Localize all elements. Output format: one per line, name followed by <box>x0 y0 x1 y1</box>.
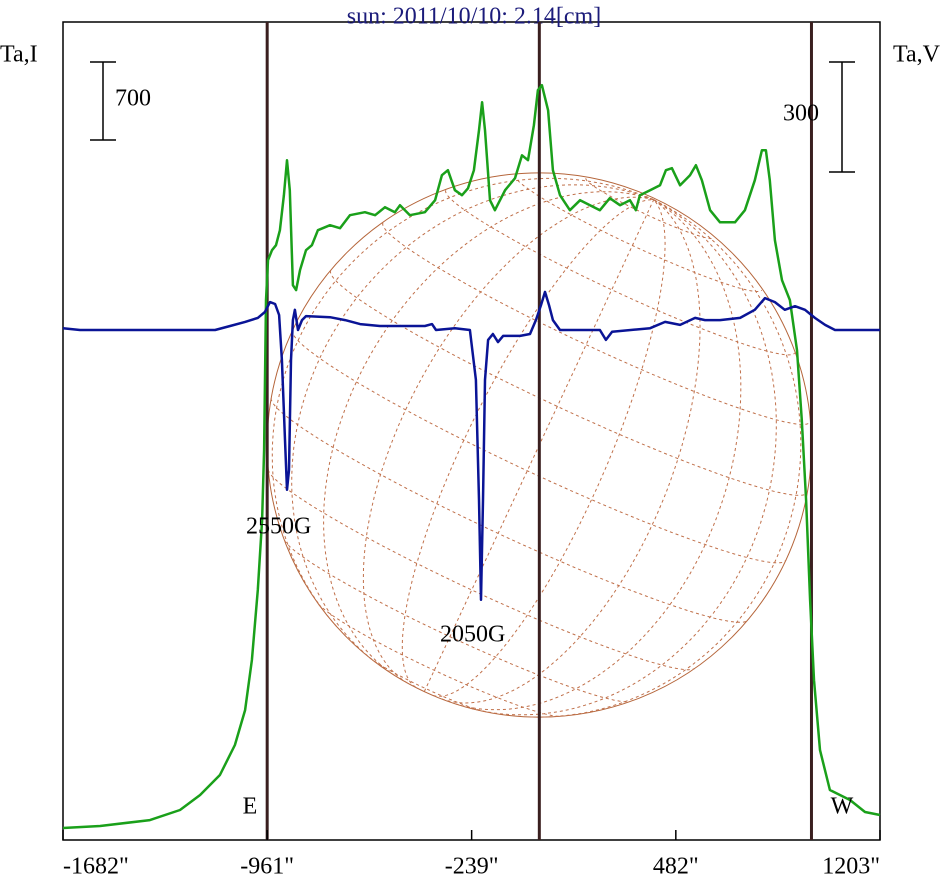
annotation: W <box>831 794 854 820</box>
series-line <box>62 83 881 830</box>
y2-axis-label: Ta,V <box>893 42 941 68</box>
chart-title: sun: 2011/10/10: 2.14[cm] <box>347 4 601 30</box>
x-tick-label: 1203" <box>822 854 880 880</box>
scale-bar-label: 300 <box>783 101 819 127</box>
disk-grid-line <box>329 270 808 496</box>
annotation: 2050G <box>440 622 505 648</box>
disk-grid-line <box>401 199 654 688</box>
plot-frame <box>62 21 881 841</box>
scale-bar-label: 700 <box>115 86 151 112</box>
series-line <box>62 290 880 602</box>
disk-grid-line <box>470 199 777 716</box>
disk-grid-line <box>433 199 666 697</box>
disk-grid-line <box>318 603 560 717</box>
y-axis-label: Ta,I <box>0 42 38 68</box>
x-tick-label: 482" <box>653 854 699 880</box>
x-tick-label: -1682" <box>63 854 129 880</box>
disk-grid-line <box>362 196 654 684</box>
x-tick-label: -239" <box>445 854 499 880</box>
disk-grid-line <box>530 199 802 718</box>
disk-grid-line <box>441 199 701 704</box>
annotation: E <box>243 794 258 820</box>
x-tick-label: -961" <box>240 854 294 880</box>
disk-grid-line <box>323 191 654 677</box>
disk-grid-line <box>382 222 811 425</box>
disk-grid-line <box>271 177 654 627</box>
disk-grid-line <box>455 199 742 711</box>
disk-grid-line <box>291 184 654 668</box>
annotation: 2550G <box>246 514 311 540</box>
disk-grid-line <box>291 329 787 564</box>
disk-grid-line <box>423 199 655 692</box>
sun-disk <box>266 172 812 718</box>
